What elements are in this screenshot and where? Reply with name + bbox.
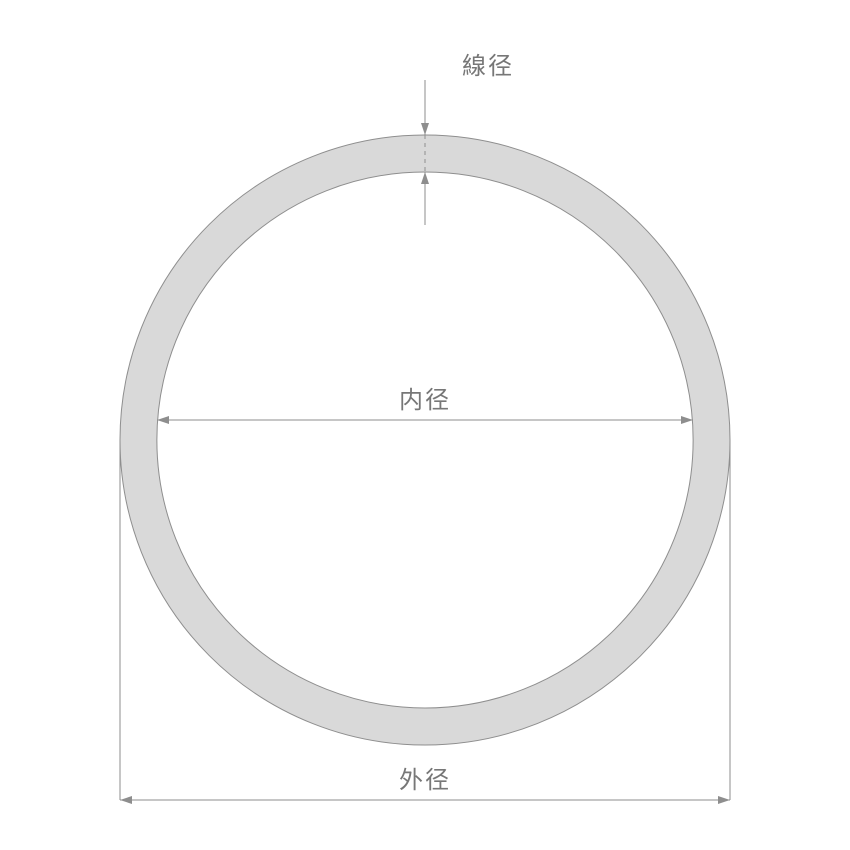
inner-diameter-label: 内径 [399,387,451,414]
dimension-lines [120,80,730,804]
ring-shape [120,135,730,745]
outer-diameter-label: 外径 [399,767,451,794]
ring-dimension-diagram: 線径 内径 外径 [0,0,850,850]
wire-diameter-label: 線径 [462,53,514,80]
